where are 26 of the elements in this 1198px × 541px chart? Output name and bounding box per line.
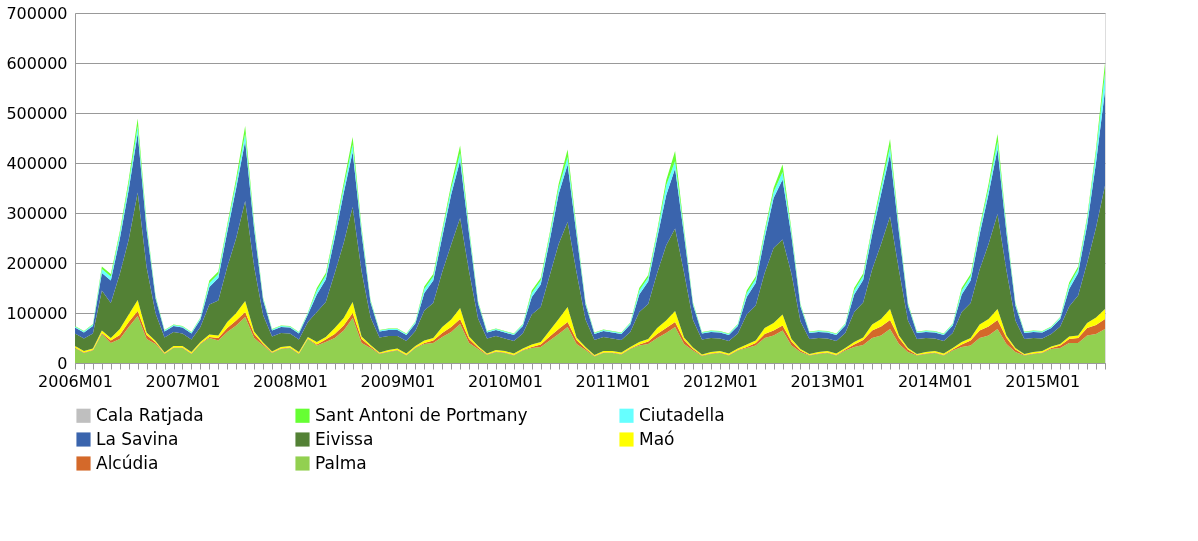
x-tick-label: 2014M01 (897, 371, 973, 391)
x-tick-label: 2015M01 (1005, 371, 1081, 391)
legend-label: Cala Ratjada (96, 404, 204, 425)
y-tick-label: 300000 (6, 203, 68, 223)
x-tick-label: 2010M01 (467, 371, 543, 391)
legend-label: Alcúdia (96, 452, 159, 473)
x-tick-label: 2007M01 (145, 371, 221, 391)
legend-label: Sant Antoni de Portmany (315, 404, 528, 425)
y-tick-label: 500000 (6, 103, 68, 123)
y-tick-label: 0 (57, 353, 68, 373)
y-tick-label: 400000 (6, 153, 68, 173)
y-tick-label: 200000 (6, 253, 68, 273)
x-tick-label: 2006M01 (38, 371, 113, 391)
y-tick-label: 100000 (6, 303, 68, 323)
y-tick-label: 600000 (6, 53, 68, 73)
x-tick-label: 2011M01 (575, 371, 651, 391)
y-tick-label: 700000 (6, 3, 68, 23)
x-tick-label: 2012M01 (682, 371, 758, 391)
x-tick-label: 2008M01 (253, 371, 328, 391)
legend-label: Maó (639, 428, 675, 449)
legend-label: Eivissa (315, 428, 374, 449)
x-tick-label: 2009M01 (360, 371, 436, 391)
legend-label: La Savina (96, 428, 179, 449)
legend-label: Ciutadella (639, 404, 725, 425)
x-tick-label: 2013M01 (790, 371, 866, 391)
legend-label: Palma (315, 452, 367, 473)
